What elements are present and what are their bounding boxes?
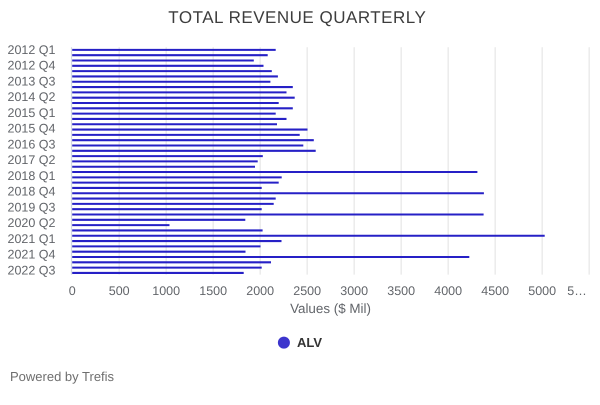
svg-text:Values ($ Mil): Values ($ Mil) bbox=[290, 301, 371, 316]
svg-text:2019 Q3: 2019 Q3 bbox=[8, 200, 56, 214]
svg-text:2018 Q1: 2018 Q1 bbox=[8, 169, 56, 183]
svg-text:2012 Q4: 2012 Q4 bbox=[8, 59, 56, 73]
svg-text:500: 500 bbox=[109, 284, 130, 298]
svg-text:2020 Q2: 2020 Q2 bbox=[8, 216, 56, 230]
svg-text:1500: 1500 bbox=[199, 284, 227, 298]
svg-text:2015 Q4: 2015 Q4 bbox=[8, 122, 56, 136]
svg-text:0: 0 bbox=[69, 284, 76, 298]
svg-text:5000: 5000 bbox=[528, 284, 556, 298]
svg-text:1000: 1000 bbox=[152, 284, 180, 298]
svg-text:2016 Q3: 2016 Q3 bbox=[8, 137, 56, 151]
svg-text:2014 Q2: 2014 Q2 bbox=[8, 90, 56, 104]
svg-text:TOTAL REVENUE QUARTERLY: TOTAL REVENUE QUARTERLY bbox=[168, 8, 426, 27]
svg-text:2022 Q3: 2022 Q3 bbox=[8, 264, 56, 278]
svg-text:2017 Q2: 2017 Q2 bbox=[8, 153, 56, 167]
svg-text:2015 Q1: 2015 Q1 bbox=[8, 106, 56, 120]
svg-text:2021 Q4: 2021 Q4 bbox=[8, 248, 56, 262]
svg-text:3000: 3000 bbox=[340, 284, 368, 298]
svg-text:3500: 3500 bbox=[387, 284, 415, 298]
svg-text:Powered by Trefis: Powered by Trefis bbox=[10, 369, 115, 384]
svg-text:2500: 2500 bbox=[293, 284, 321, 298]
svg-text:2013 Q3: 2013 Q3 bbox=[8, 74, 56, 88]
svg-text:5…: 5… bbox=[567, 284, 586, 298]
svg-text:ALV: ALV bbox=[297, 335, 322, 350]
svg-text:4000: 4000 bbox=[434, 284, 462, 298]
svg-text:2018 Q4: 2018 Q4 bbox=[8, 185, 56, 199]
svg-text:2000: 2000 bbox=[246, 284, 274, 298]
svg-text:2012 Q1: 2012 Q1 bbox=[8, 43, 56, 57]
svg-text:2021 Q1: 2021 Q1 bbox=[8, 232, 56, 246]
svg-text:4500: 4500 bbox=[481, 284, 509, 298]
